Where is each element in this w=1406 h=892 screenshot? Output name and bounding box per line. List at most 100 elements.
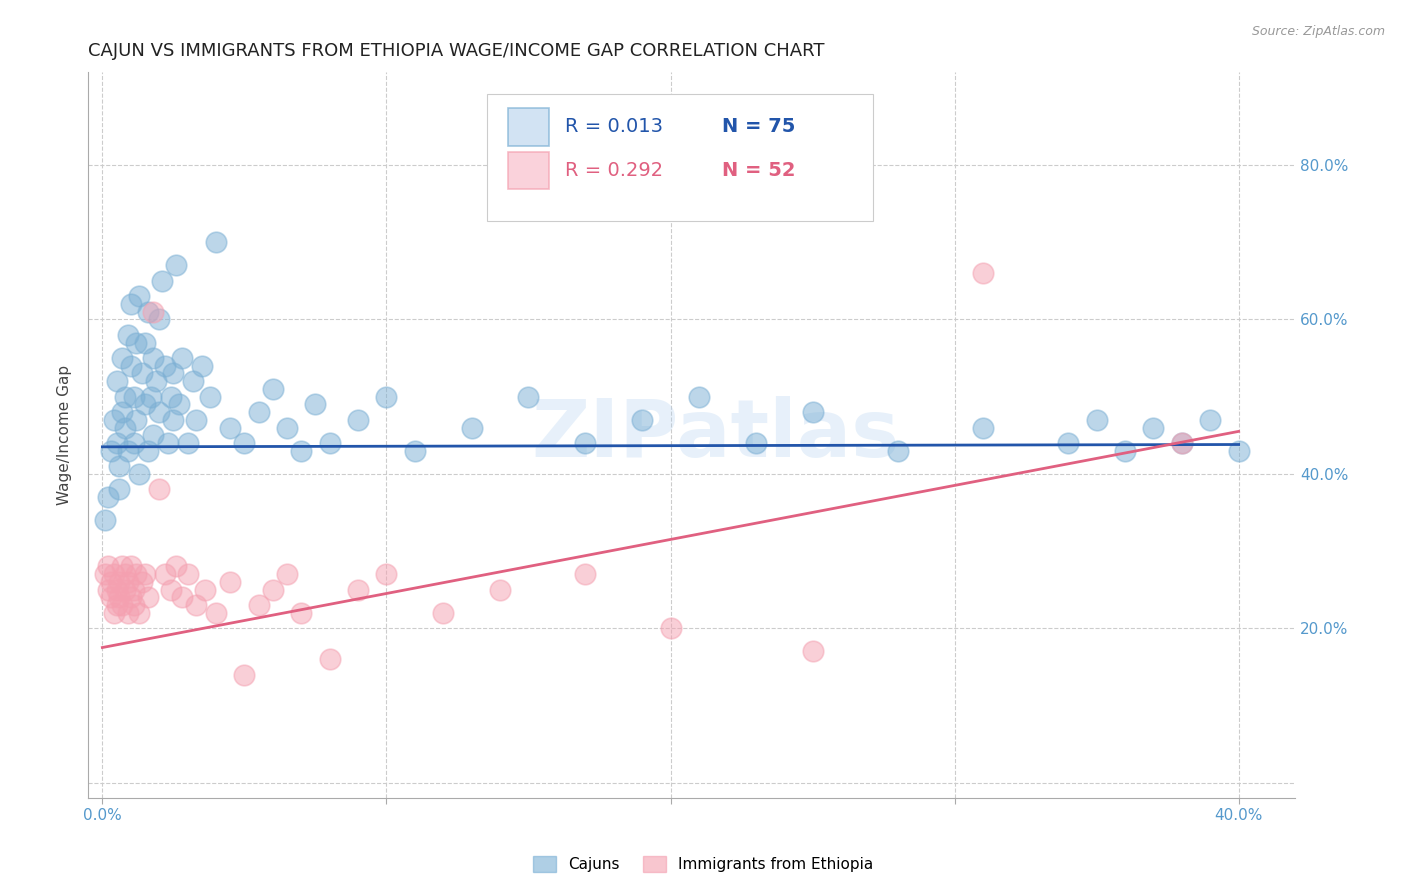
Point	[347, 582, 370, 597]
Point	[111, 559, 134, 574]
Point	[375, 567, 398, 582]
Point	[122, 436, 145, 450]
Point	[347, 413, 370, 427]
Point	[108, 574, 131, 589]
Point	[114, 390, 136, 404]
Point	[574, 436, 596, 450]
Point	[111, 598, 134, 612]
Point	[1057, 436, 1080, 450]
Point	[205, 606, 228, 620]
Point	[1171, 436, 1194, 450]
Point	[131, 367, 153, 381]
Point	[145, 374, 167, 388]
Text: Source: ZipAtlas.com: Source: ZipAtlas.com	[1251, 25, 1385, 38]
Point	[404, 443, 426, 458]
Point	[1199, 413, 1222, 427]
Point	[304, 397, 326, 411]
Point	[887, 443, 910, 458]
Point	[165, 559, 187, 574]
Text: R = 0.292: R = 0.292	[565, 161, 664, 180]
Point	[114, 582, 136, 597]
Point	[122, 582, 145, 597]
Point	[170, 591, 193, 605]
Point	[318, 436, 340, 450]
Point	[205, 235, 228, 250]
Point	[100, 591, 122, 605]
Text: ZIPatlas: ZIPatlas	[531, 396, 900, 475]
Point	[125, 335, 148, 350]
Text: R = 0.013: R = 0.013	[565, 118, 664, 136]
Point	[117, 327, 139, 342]
Point	[262, 582, 284, 597]
Point	[97, 582, 120, 597]
Point	[167, 397, 190, 411]
Point	[184, 598, 207, 612]
Point	[114, 567, 136, 582]
Point	[105, 436, 128, 450]
Point	[97, 559, 120, 574]
Point	[120, 591, 142, 605]
Point	[972, 420, 994, 434]
Point	[801, 405, 824, 419]
Point	[247, 405, 270, 419]
Point	[111, 405, 134, 419]
Point	[181, 374, 204, 388]
Point	[170, 351, 193, 365]
Point	[100, 443, 122, 458]
Point	[120, 359, 142, 373]
Point	[122, 598, 145, 612]
Text: N = 75: N = 75	[723, 118, 796, 136]
Point	[94, 513, 117, 527]
Point	[97, 490, 120, 504]
Point	[150, 274, 173, 288]
Point	[1085, 413, 1108, 427]
Point	[125, 567, 148, 582]
Point	[375, 390, 398, 404]
Point	[103, 413, 125, 427]
Point	[219, 420, 242, 434]
Point	[105, 374, 128, 388]
Point	[125, 413, 148, 427]
Point	[318, 652, 340, 666]
Point	[972, 266, 994, 280]
Point	[290, 606, 312, 620]
Point	[801, 644, 824, 658]
Point	[100, 574, 122, 589]
Point	[159, 390, 181, 404]
Point	[139, 390, 162, 404]
FancyBboxPatch shape	[486, 95, 873, 221]
Point	[489, 582, 512, 597]
Point	[128, 289, 150, 303]
Point	[117, 606, 139, 620]
Point	[1114, 443, 1136, 458]
Point	[165, 259, 187, 273]
Point	[108, 591, 131, 605]
Point	[233, 436, 256, 450]
Point	[162, 413, 184, 427]
FancyBboxPatch shape	[509, 152, 550, 189]
Point	[148, 405, 170, 419]
Text: CAJUN VS IMMIGRANTS FROM ETHIOPIA WAGE/INCOME GAP CORRELATION CHART: CAJUN VS IMMIGRANTS FROM ETHIOPIA WAGE/I…	[89, 42, 825, 60]
Point	[128, 467, 150, 481]
Point	[105, 582, 128, 597]
Y-axis label: Wage/Income Gap: Wage/Income Gap	[58, 365, 72, 505]
Point	[460, 420, 482, 434]
Point	[194, 582, 217, 597]
Point	[148, 312, 170, 326]
Point	[108, 483, 131, 497]
Point	[1227, 443, 1250, 458]
Point	[191, 359, 214, 373]
Point	[111, 351, 134, 365]
Point	[134, 397, 156, 411]
Legend: Cajuns, Immigrants from Ethiopia: Cajuns, Immigrants from Ethiopia	[526, 848, 880, 880]
Point	[114, 420, 136, 434]
Text: N = 52: N = 52	[723, 161, 796, 180]
Point	[1142, 420, 1164, 434]
Point	[131, 574, 153, 589]
Point	[247, 598, 270, 612]
Point	[136, 591, 159, 605]
Point	[200, 390, 222, 404]
Point	[631, 413, 654, 427]
Point	[134, 567, 156, 582]
Point	[153, 359, 176, 373]
